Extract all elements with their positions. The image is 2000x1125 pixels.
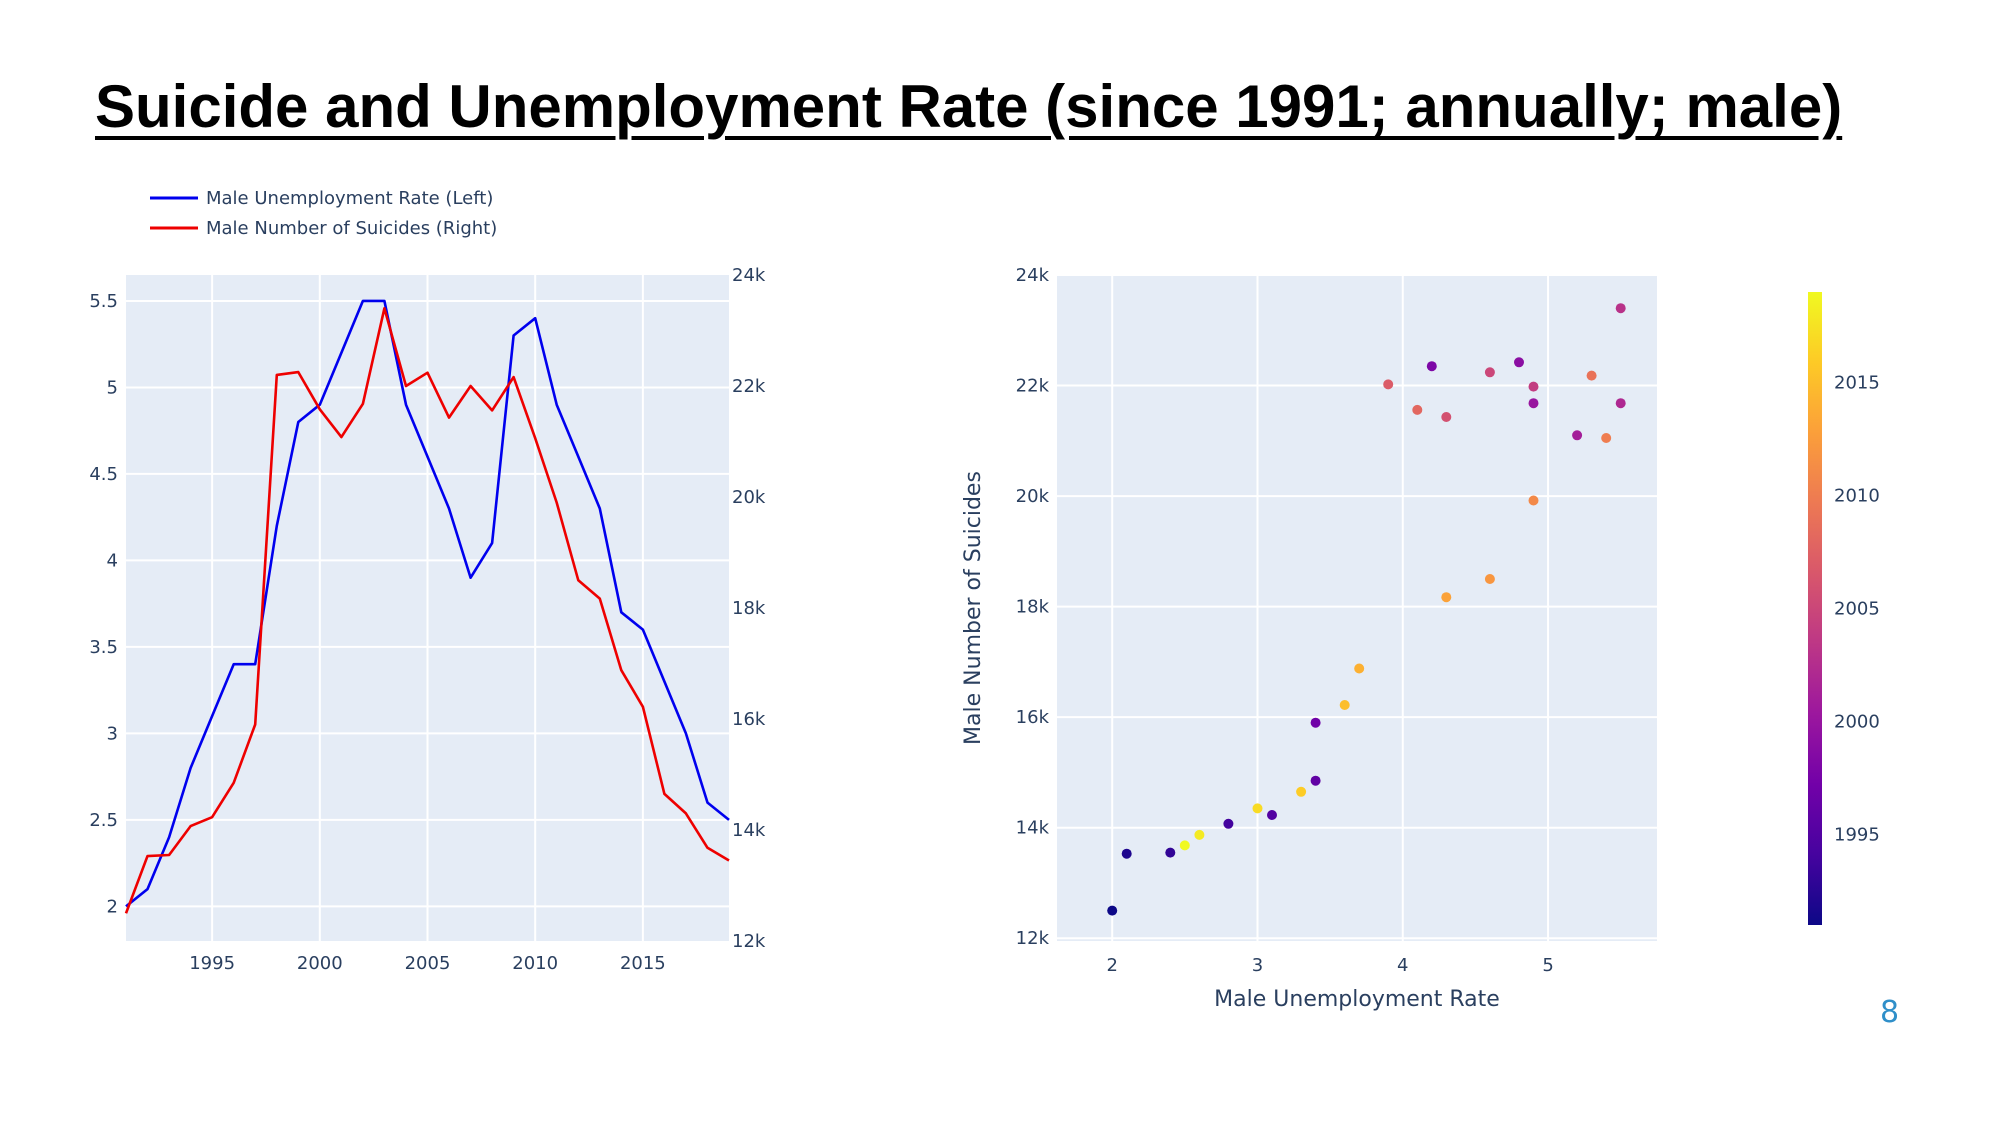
suicides-line [124, 306, 730, 914]
colorbar-tick-label: 2005 [1834, 599, 1880, 620]
line-chart-gridlines [126, 275, 729, 941]
scatter-point [1310, 775, 1321, 786]
scatter-point [1586, 370, 1597, 381]
y-tick-label: 24k [1016, 265, 1050, 286]
scatter-point [1441, 412, 1452, 422]
line-chart-x-ticks: 1995 2000 2005 2010 2015 [189, 953, 666, 974]
scatter-point [1223, 818, 1234, 829]
scatter-point [1296, 786, 1307, 797]
left-y-tick-label: 4 [107, 550, 118, 571]
left-y-tick-label: 5.5 [89, 291, 118, 312]
scatter-point [1121, 848, 1132, 859]
scatter-point [1514, 357, 1524, 368]
left-y-tick-label: 3 [107, 723, 118, 744]
scatter-points [1107, 303, 1626, 916]
scatter-point [1165, 847, 1176, 858]
line-chart-left-y-ticks: 2 2.5 3 3.5 4 4.5 5 5.5 [89, 291, 118, 917]
scatter-point [1267, 810, 1277, 820]
right-y-tick-label: 20k [732, 487, 766, 508]
scatter-point [1484, 574, 1495, 584]
y-tick-label: 22k [1016, 376, 1050, 397]
right-y-tick-label: 18k [732, 598, 766, 619]
scatter-point [1528, 381, 1539, 392]
x-tick-label: 1995 [189, 953, 235, 974]
colorbar-tick-label: 1995 [1834, 825, 1880, 846]
unemployment-rate-line [125, 299, 730, 908]
x-tick-label: 2000 [297, 953, 343, 974]
y-tick-label: 14k [1016, 818, 1050, 839]
x-tick-label: 4 [1397, 955, 1408, 976]
left-y-tick-label: 2 [107, 896, 118, 917]
right-y-tick-label: 14k [732, 820, 766, 841]
x-tick-label: 2010 [512, 953, 558, 974]
scatter-point [1339, 700, 1350, 710]
slide-title: Suicide and Unemployment Rate (since 199… [95, 73, 1843, 140]
page-number: 8 [1880, 995, 1900, 1030]
scatter-point [1615, 303, 1626, 314]
scatter-point [1107, 905, 1118, 916]
scatter-colorbar-ticks: 1995 2000 2005 2010 2015 [1834, 372, 1880, 845]
scatter-chart: 2 3 4 5 12k 14k 16k 18k 20k 22k 24k Male Unemploy… [961, 265, 1880, 1012]
legend-label: Male Unemployment Rate (Left) [206, 188, 493, 209]
scatter-point [1426, 361, 1437, 372]
scatter-point [1528, 398, 1539, 409]
left-y-tick-label: 2.5 [89, 810, 118, 831]
scatter-point [1615, 398, 1626, 409]
x-tick-label: 2015 [620, 953, 666, 974]
line-chart-legend: Male Unemployment Rate (Left) Male Number… [150, 188, 497, 239]
scatter-point [1354, 663, 1365, 674]
right-y-tick-label: 16k [732, 709, 766, 730]
x-tick-label: 3 [1252, 955, 1263, 976]
scatter-point [1412, 404, 1423, 415]
scatter-point [1484, 367, 1495, 378]
y-tick-label: 16k [1016, 707, 1050, 728]
y-tick-label: 20k [1016, 486, 1050, 507]
y-tick-label: 12k [1016, 928, 1050, 949]
scatter-point [1601, 433, 1612, 443]
scatter-point [1572, 430, 1583, 441]
scatter-gridlines [1057, 274, 1657, 941]
right-y-tick-label: 12k [732, 931, 766, 952]
x-tick-label: 2005 [405, 953, 451, 974]
line-chart-right-y-ticks: 12k 14k 16k 18k 20k 22k 24k [732, 265, 766, 952]
right-y-tick-label: 22k [732, 376, 766, 397]
scatter-x-axis-label: Male Unemployment Rate [1214, 987, 1500, 1012]
scatter-point [1194, 829, 1205, 840]
left-y-tick-label: 5 [107, 377, 118, 398]
scatter-point [1310, 717, 1321, 728]
scatter-y-ticks: 12k 14k 16k 18k 20k 22k 24k [1016, 265, 1050, 949]
scatter-plot-area [1057, 275, 1657, 941]
x-tick-label: 5 [1542, 955, 1553, 976]
scatter-point [1252, 803, 1263, 814]
legend-label: Male Number of Suicides (Right) [206, 218, 497, 239]
scatter-point [1441, 592, 1452, 603]
x-tick-label: 2 [1106, 955, 1117, 976]
scatter-y-axis-label: Male Number of Suicides [961, 471, 986, 745]
colorbar-tick-label: 2015 [1834, 372, 1880, 393]
scatter-x-ticks: 2 3 4 5 [1106, 955, 1553, 976]
scatter-colorbar [1808, 292, 1822, 925]
left-y-tick-label: 3.5 [89, 637, 118, 658]
left-y-tick-label: 4.5 [89, 464, 118, 485]
line-chart: Male Unemployment Rate (Left) Male Number… [89, 188, 766, 974]
scatter-point [1383, 379, 1394, 390]
colorbar-tick-label: 2000 [1834, 712, 1880, 733]
scatter-point [1528, 495, 1539, 506]
y-tick-label: 18k [1016, 597, 1050, 618]
colorbar-tick-label: 2010 [1834, 485, 1880, 506]
line-chart-series [124, 299, 730, 914]
scatter-point [1179, 840, 1190, 851]
right-y-tick-label: 24k [732, 265, 766, 286]
